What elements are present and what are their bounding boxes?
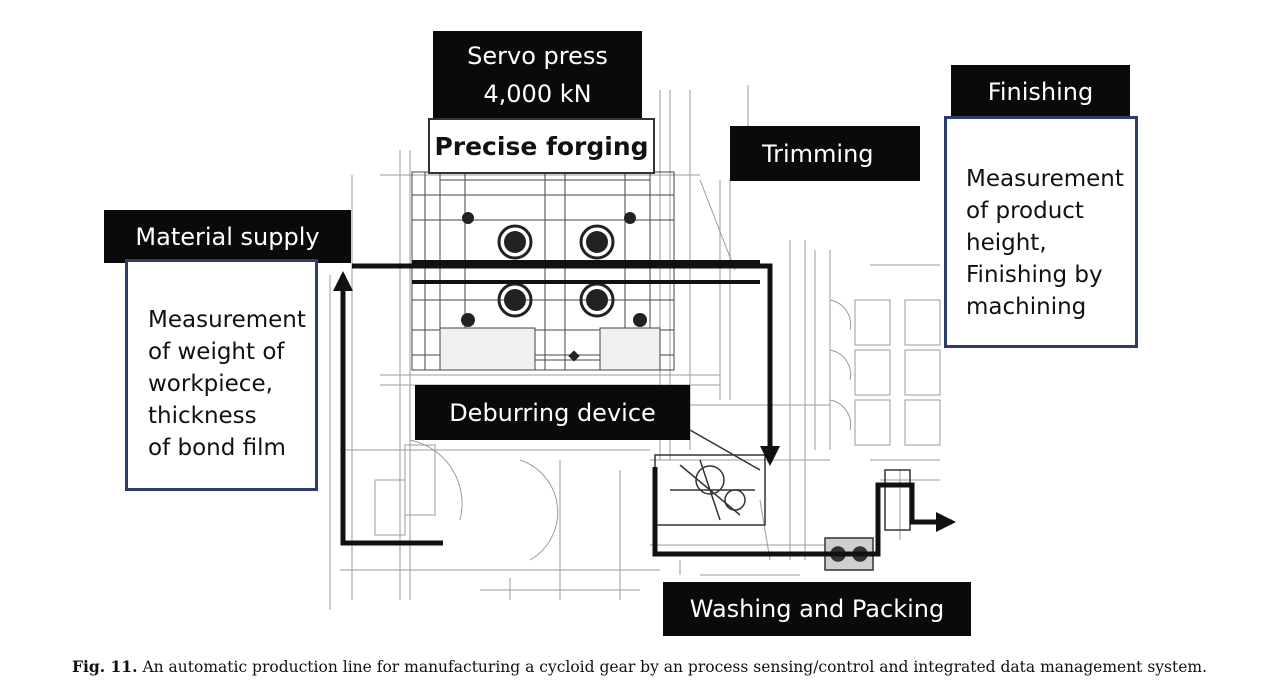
press-machinery <box>411 171 675 371</box>
figure-caption-label: Fig. 11. <box>72 657 138 676</box>
material-supply-note: Measurement of weight of workpiece, thic… <box>125 259 318 491</box>
material-flow-path <box>333 263 956 557</box>
material-supply-label: Material supply <box>104 210 351 263</box>
trimming-label: Trimming <box>730 126 920 181</box>
layout-background-lines <box>329 85 941 610</box>
finishing-label: Finishing <box>951 65 1130 118</box>
transfer-rail <box>412 260 760 284</box>
press-gear-symbols <box>461 212 647 362</box>
precise-forging-label: Precise forging <box>428 118 655 174</box>
finishing-note: Measurement of product height, Finishing… <box>944 116 1138 348</box>
washing-and-packing-label: Washing and Packing <box>663 582 971 636</box>
washing-machinery <box>654 429 911 571</box>
figure-caption: Fig. 11. An automatic production line fo… <box>72 657 1252 676</box>
servo-press-label: Servo press 4,000 kN <box>433 31 642 118</box>
deburring-device-label: Deburring device <box>415 385 690 440</box>
figure-caption-text: An automatic production line for manufac… <box>142 658 1208 676</box>
